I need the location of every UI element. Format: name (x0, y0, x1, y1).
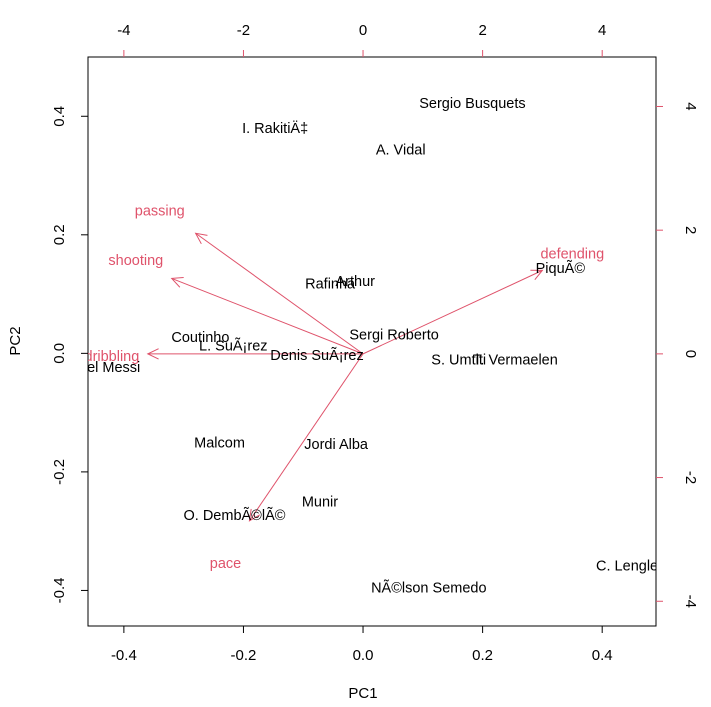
loading-label-pace: pace (210, 556, 241, 572)
loading-arrowhead-defending (530, 269, 544, 280)
point-label: NÃ©lson Semedo (371, 579, 486, 596)
point-label: A. Vidal (376, 142, 426, 158)
top-tick-label: 2 (478, 22, 486, 39)
point-label: I. RakitiÄ‡ (242, 120, 308, 137)
point-label: T. Vermaelen (473, 352, 558, 368)
point-label: C. Lenglet (596, 559, 662, 575)
loading-label-passing: passing (135, 203, 185, 219)
point-label: Denis SuÃ¡rez (270, 347, 363, 364)
plot-frame (87, 56, 657, 627)
y-tick-label: 0.4 (51, 106, 68, 127)
x-axis-title: PC1 (348, 685, 377, 702)
loading-arrow-passing (195, 232, 364, 355)
y-tick-label: -0.2 (51, 459, 68, 485)
point-label: Arthur (336, 274, 376, 290)
loading-label-dribbling: dribbling (85, 349, 140, 365)
loading-arrowhead-pace (248, 508, 261, 522)
point-label: Jordi Alba (304, 437, 369, 453)
point-label: PiquÃ© (536, 260, 586, 277)
loading-arrowhead-shooting (170, 277, 184, 288)
point-label: Munir (302, 495, 338, 511)
x-tick-label: 0.0 (353, 647, 374, 664)
loading-arrowhead-passing (194, 232, 208, 245)
right-tick-label: -4 (682, 595, 699, 608)
top-tick-label: 0 (359, 22, 367, 39)
point-label: L. SuÃ¡rez (199, 338, 268, 355)
point-label: Sergio Busquets (419, 96, 525, 112)
loading-arrowhead-dribbling (146, 348, 159, 360)
loading-arrow-shooting (171, 277, 364, 355)
loading-label-shooting: shooting (108, 253, 163, 269)
x-tick-label: -0.2 (231, 647, 257, 664)
y-axis-title: PC2 (7, 326, 24, 355)
y-tick-label: -0.4 (51, 578, 68, 604)
point-label: Coutinho (171, 330, 229, 346)
y-tick-label: 0.2 (51, 224, 68, 245)
point-label: O. DembÃ©lÃ© (184, 507, 286, 524)
loading-label-defending: defending (540, 247, 604, 263)
point-label: Rafinha (305, 276, 356, 292)
right-tick-label: 0 (682, 350, 699, 358)
point-label: Lionel Messi (60, 360, 141, 376)
x-tick-label: 0.2 (472, 647, 493, 664)
x-tick-label: 0.4 (592, 647, 613, 664)
loading-arrow-pace (249, 353, 364, 522)
top-tick-label: -2 (237, 22, 250, 39)
right-tick-label: 2 (682, 226, 699, 234)
loading-arrow-defending (362, 269, 543, 355)
y-tick-label: 0.0 (51, 343, 68, 364)
right-tick-label: 4 (682, 102, 699, 110)
point-label: Malcom (194, 435, 245, 451)
right-tick-label: -2 (682, 471, 699, 484)
point-label: S. Umtiti (431, 352, 486, 368)
top-tick-label: 4 (598, 22, 606, 39)
point-label: Sergi Roberto (349, 327, 438, 343)
top-tick-label: -4 (117, 22, 130, 39)
x-tick-label: -0.4 (111, 647, 137, 664)
